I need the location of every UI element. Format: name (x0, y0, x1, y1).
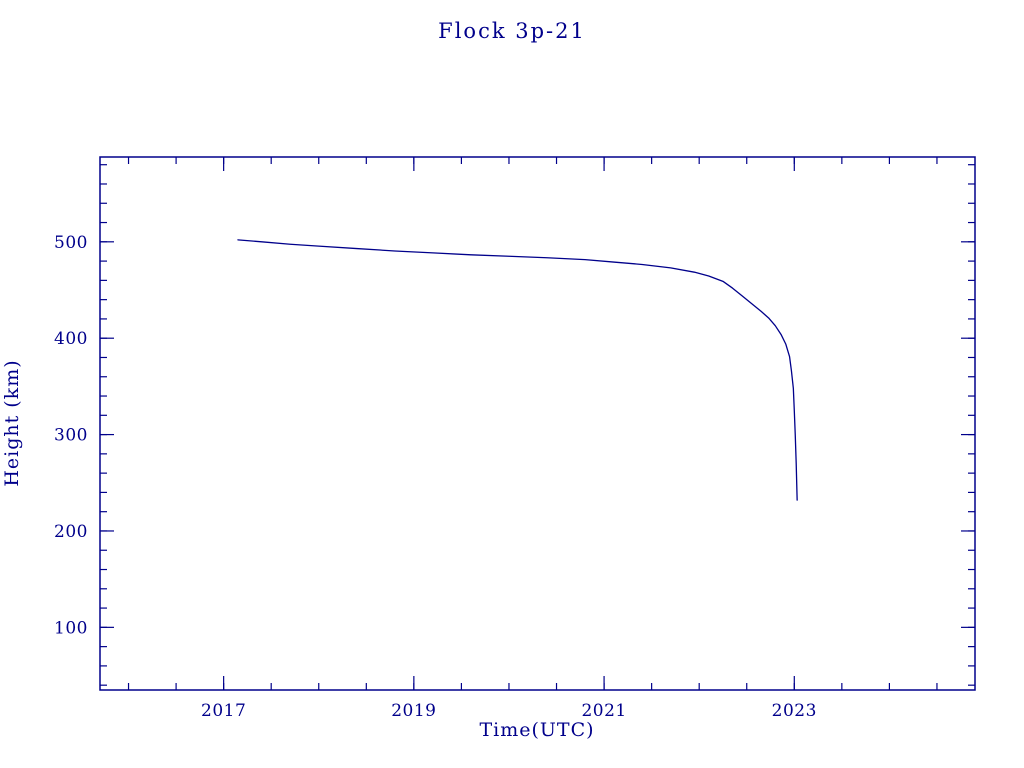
x-axis-label: Time(UTC) (479, 719, 594, 741)
x-tick-label: 2019 (391, 701, 436, 721)
data-line (237, 239, 798, 501)
x-tick-label: 2017 (201, 701, 246, 721)
y-tick-label: 400 (54, 329, 88, 349)
x-tick-label: 2021 (581, 701, 626, 721)
plot-area: 2017 2019 2021 2023 100 200 300 400 500 (54, 156, 976, 721)
y-tick-label: 500 (54, 233, 88, 253)
y-tick-label: 200 (54, 522, 88, 542)
plot-frame (99, 156, 976, 691)
y-axis-label: Height (km) (1, 359, 23, 486)
x-tick-label: 2023 (772, 701, 817, 721)
y-tick-label: 300 (54, 426, 88, 446)
chart-title: Flock 3p-21 (438, 19, 586, 43)
y-tick-label: 100 (54, 618, 88, 638)
